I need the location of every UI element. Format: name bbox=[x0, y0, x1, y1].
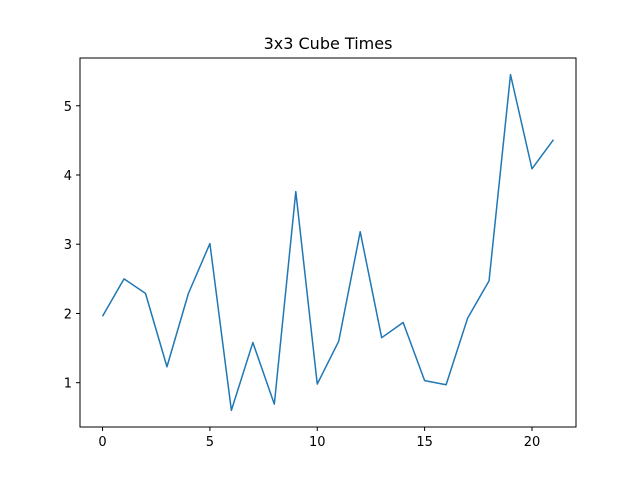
x-tick-label: 15 bbox=[416, 435, 433, 450]
data-point bbox=[231, 410, 233, 412]
data-point bbox=[274, 403, 276, 405]
data-point bbox=[467, 318, 469, 320]
plot-frame bbox=[79, 57, 577, 428]
x-tick-label: 20 bbox=[524, 435, 541, 450]
data-point bbox=[295, 191, 297, 193]
y-tick-label: 5 bbox=[64, 100, 72, 115]
data-point bbox=[252, 342, 254, 344]
data-point bbox=[510, 74, 512, 76]
x-tick-label: 10 bbox=[309, 435, 326, 450]
data-point bbox=[553, 139, 555, 141]
y-tick-label: 3 bbox=[64, 238, 72, 253]
data-point bbox=[488, 280, 490, 282]
data-point bbox=[316, 383, 318, 385]
data-point bbox=[209, 243, 211, 245]
data-point bbox=[338, 340, 340, 342]
data-point bbox=[359, 231, 361, 233]
y-tick-label: 4 bbox=[64, 169, 72, 184]
data-point bbox=[531, 168, 533, 170]
y-axis: 1 2 3 4 5 bbox=[64, 100, 80, 392]
plot-area bbox=[101, 73, 555, 412]
data-point bbox=[445, 384, 447, 386]
data-point bbox=[166, 366, 168, 368]
data-point bbox=[381, 337, 383, 339]
data-point bbox=[123, 278, 125, 280]
data-point bbox=[145, 293, 147, 295]
data-point bbox=[102, 315, 104, 317]
data-point bbox=[188, 293, 190, 295]
y-tick-label: 1 bbox=[64, 377, 72, 392]
x-tick-label: 0 bbox=[98, 435, 106, 450]
data-point bbox=[424, 380, 426, 382]
x-tick-label: 5 bbox=[206, 435, 214, 450]
data-point bbox=[402, 322, 404, 324]
x-axis: 0 5 10 15 20 bbox=[98, 427, 540, 450]
y-tick-label: 2 bbox=[64, 307, 72, 322]
series-line-0 bbox=[101, 73, 555, 412]
chart-title: 3x3 Cube Times bbox=[264, 34, 393, 53]
